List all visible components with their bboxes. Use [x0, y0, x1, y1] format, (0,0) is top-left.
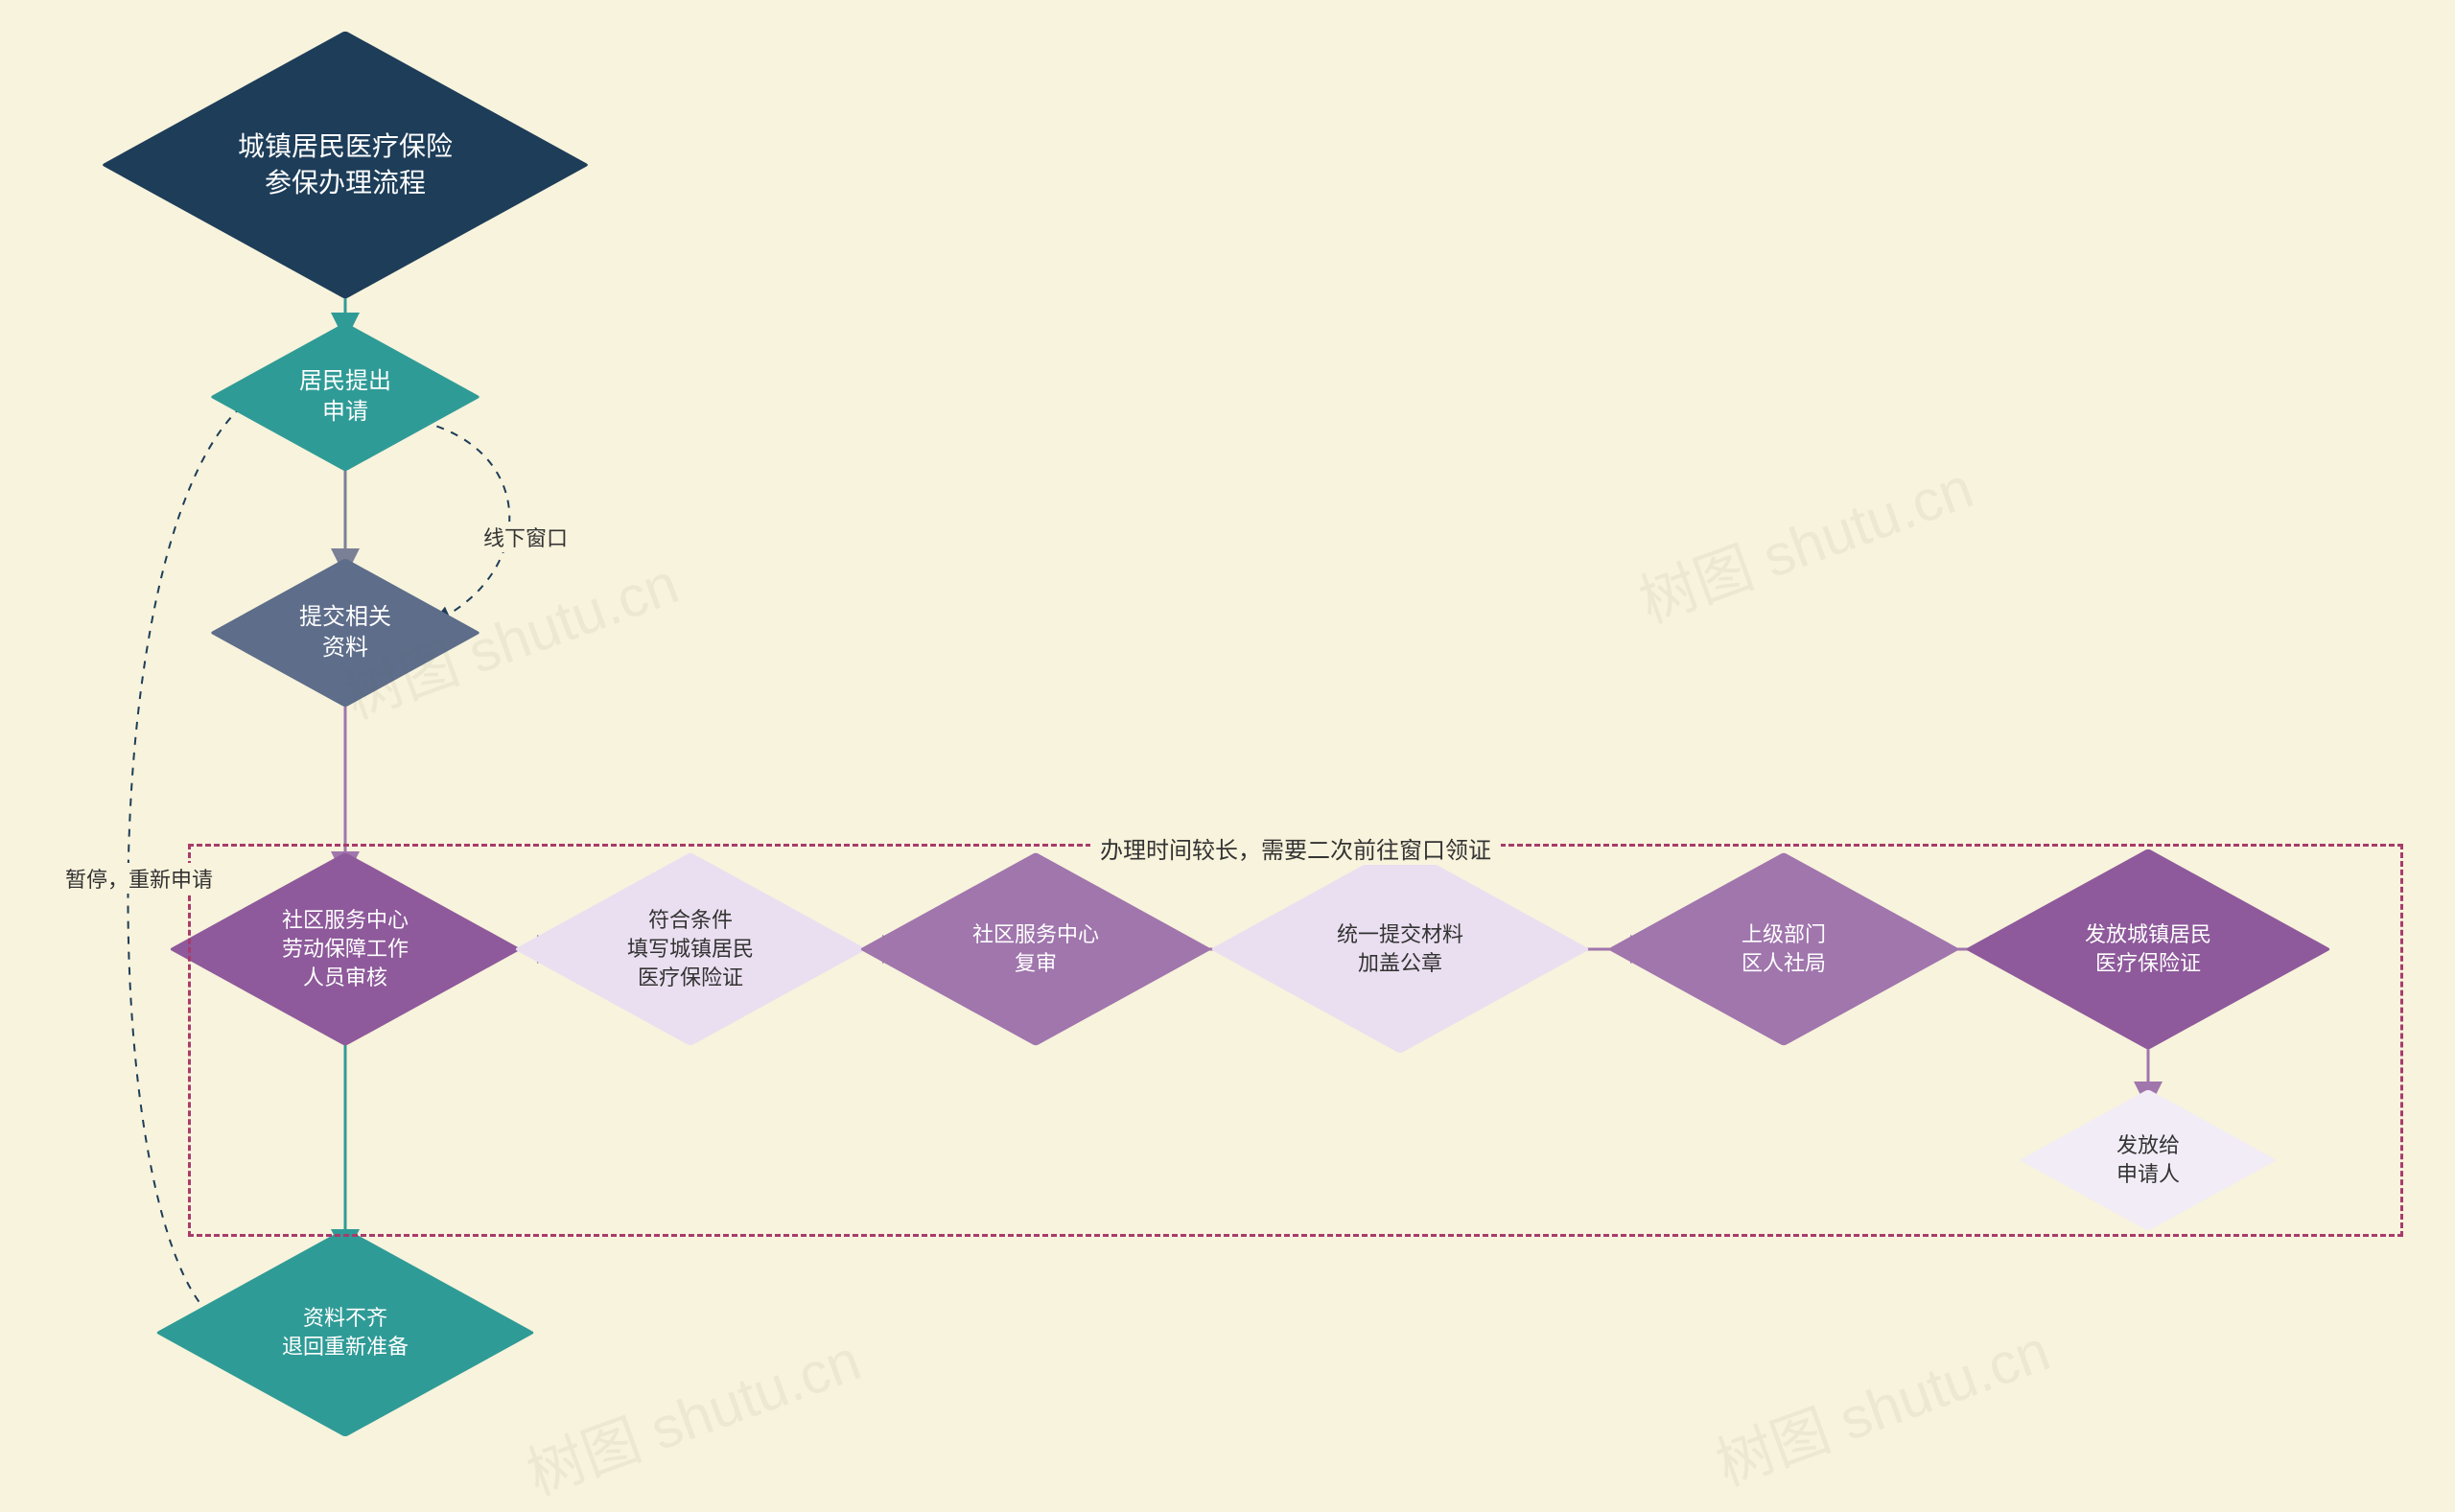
- watermark: 树图 shutu.cn: [514, 1314, 870, 1511]
- node-label: 提交相关 资料: [299, 602, 391, 664]
- node-label: 发放城镇居民 医疗保险证: [2085, 920, 2211, 977]
- node-apply: 居民提出 申请: [249, 301, 441, 493]
- label-offline-window: 线下窗口: [479, 522, 572, 552]
- watermark: 树图 shutu.cn: [1703, 1304, 2059, 1501]
- node-label: 资料不齐 退回重新准备: [282, 1304, 409, 1361]
- process-group-title: 办理时间较长，需要二次前往窗口领证: [1090, 831, 1501, 865]
- node-label: 统一提交材料 加盖公章: [1337, 920, 1463, 977]
- node-label: 社区服务中心 复审: [972, 920, 1099, 977]
- node-label: 符合条件 填写城镇居民 医疗保险证: [627, 906, 754, 991]
- node-label: 社区服务中心 劳动保障工作 人员审核: [282, 906, 409, 991]
- node-label: 上级部门 区人社局: [1742, 920, 1826, 977]
- node-title: 城镇居民医疗保险 参保办理流程: [173, 0, 518, 337]
- label-pause-reapply: 暂停，重新申请: [61, 863, 217, 894]
- node-label: 居民提出 申请: [299, 366, 391, 429]
- node-submit: 提交相关 资料: [249, 537, 441, 729]
- node-label: 发放给 申请人: [2116, 1131, 2180, 1188]
- node-label: 城镇居民医疗保险 参保办理流程: [238, 128, 453, 201]
- process-group-box: 办理时间较长，需要二次前往窗口领证: [188, 844, 2403, 1237]
- node-incomplete: 资料不齐 退回重新准备: [211, 1198, 479, 1467]
- watermark: 树图 shutu.cn: [1626, 441, 1982, 639]
